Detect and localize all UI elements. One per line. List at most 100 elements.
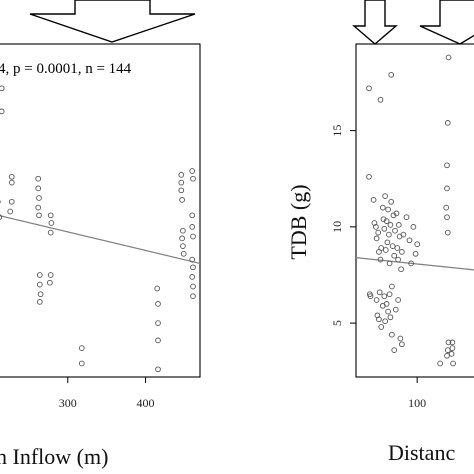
right-data-point <box>412 250 419 257</box>
left-data-point <box>178 187 185 194</box>
right-x-axis-label: Distanc <box>388 440 455 465</box>
left-data-point <box>189 256 196 263</box>
right-data-point <box>386 260 393 267</box>
right-data-point <box>414 241 421 248</box>
left-data-point <box>155 337 161 344</box>
left-data-point <box>190 233 196 240</box>
distance-arrow-icon <box>419 0 474 45</box>
right-data-point <box>397 335 404 342</box>
right-data-point <box>366 173 372 180</box>
left-data-point <box>189 274 196 280</box>
left-data-point <box>155 366 161 373</box>
inflow-arrow-icon <box>29 0 196 43</box>
right-data-point <box>385 308 391 315</box>
right-data-point <box>398 266 404 273</box>
right-data-point <box>444 162 450 169</box>
right-data-point <box>437 360 443 367</box>
left-x-tick-label: 300 <box>59 396 77 410</box>
left-data-point <box>155 301 161 307</box>
left-data-point <box>189 224 196 230</box>
left-data-point <box>190 264 196 271</box>
left-data-point <box>7 208 14 215</box>
right-data-point <box>444 347 451 353</box>
left-data-point <box>179 197 185 203</box>
right-x-tick-label: 100 <box>408 396 426 410</box>
left-data-point <box>78 345 85 351</box>
left-data-point <box>189 168 196 174</box>
right-data-point <box>392 227 398 234</box>
left-data-point <box>179 235 185 242</box>
left-scatter-panel: 300 400 4, p = 0.0001, n = 144 n Inflow (… <box>0 0 201 469</box>
left-trend-line <box>0 215 201 265</box>
left-data-point <box>190 283 196 290</box>
left-x-tick-label: 400 <box>137 396 155 410</box>
right-data-point <box>384 239 391 246</box>
right-data-point <box>389 283 395 290</box>
right-data-point <box>410 224 417 230</box>
right-data-point <box>387 222 394 228</box>
right-data-point <box>403 214 410 221</box>
right-data-point <box>367 293 374 300</box>
right-data-point <box>406 237 413 244</box>
right-data-point <box>386 291 393 298</box>
right-data-point <box>445 339 452 346</box>
right-data-point <box>389 331 395 338</box>
left-data-point <box>180 227 186 234</box>
right-data-point <box>388 71 395 78</box>
left-data-point <box>8 179 15 186</box>
left-data-point <box>180 243 186 249</box>
left-data-point <box>78 360 85 367</box>
left-data-point <box>178 172 185 178</box>
right-data-point <box>370 197 377 203</box>
left-data-point <box>8 173 15 180</box>
right-y-tick-label: 15 <box>330 125 344 137</box>
right-y-axis-label: TDB (g) <box>286 184 311 259</box>
right-data-point <box>373 224 379 230</box>
right-data-point <box>395 256 401 263</box>
right-data-point <box>395 297 401 303</box>
left-data-point <box>190 293 196 300</box>
start-arrow-icon <box>352 0 398 45</box>
left-data-point <box>37 291 44 298</box>
right-data-point <box>381 293 388 300</box>
right-data-point <box>395 222 402 228</box>
left-data-point <box>0 108 5 115</box>
left-data-point <box>0 214 3 220</box>
right-data-point <box>444 120 451 126</box>
right-data-point <box>399 341 405 348</box>
left-plot-area <box>0 43 201 378</box>
left-data-point <box>47 279 53 286</box>
right-data-point <box>444 214 450 221</box>
right-data-point <box>378 245 385 251</box>
left-data-point <box>189 212 196 219</box>
left-data-point <box>190 175 196 182</box>
right-data-point <box>376 289 383 296</box>
right-data-point <box>444 185 450 192</box>
right-data-point <box>449 345 456 351</box>
left-data-point <box>178 179 185 186</box>
right-data-point <box>382 247 389 253</box>
left-x-axis-label: n Inflow (m) <box>0 444 108 469</box>
right-y-tick-label: 10 <box>330 221 344 233</box>
left-data-point <box>35 185 42 192</box>
right-data-point <box>387 314 394 321</box>
right-data-point <box>444 229 451 236</box>
right-data-point <box>443 204 450 211</box>
right-data-point <box>392 306 399 313</box>
right-data-point <box>378 324 385 330</box>
right-data-point <box>388 198 395 205</box>
left-data-point <box>35 175 42 182</box>
right-data-point <box>393 210 400 217</box>
right-data-point <box>383 301 390 307</box>
left-data-point <box>36 272 43 278</box>
right-data-point <box>391 252 398 259</box>
right-data-point <box>445 54 452 61</box>
right-data-point <box>449 339 456 346</box>
right-data-point <box>448 351 455 357</box>
right-data-point <box>381 225 388 232</box>
right-data-point <box>389 243 396 249</box>
right-data-point <box>375 229 382 236</box>
left-data-point <box>47 212 54 219</box>
right-data-point <box>373 235 380 242</box>
